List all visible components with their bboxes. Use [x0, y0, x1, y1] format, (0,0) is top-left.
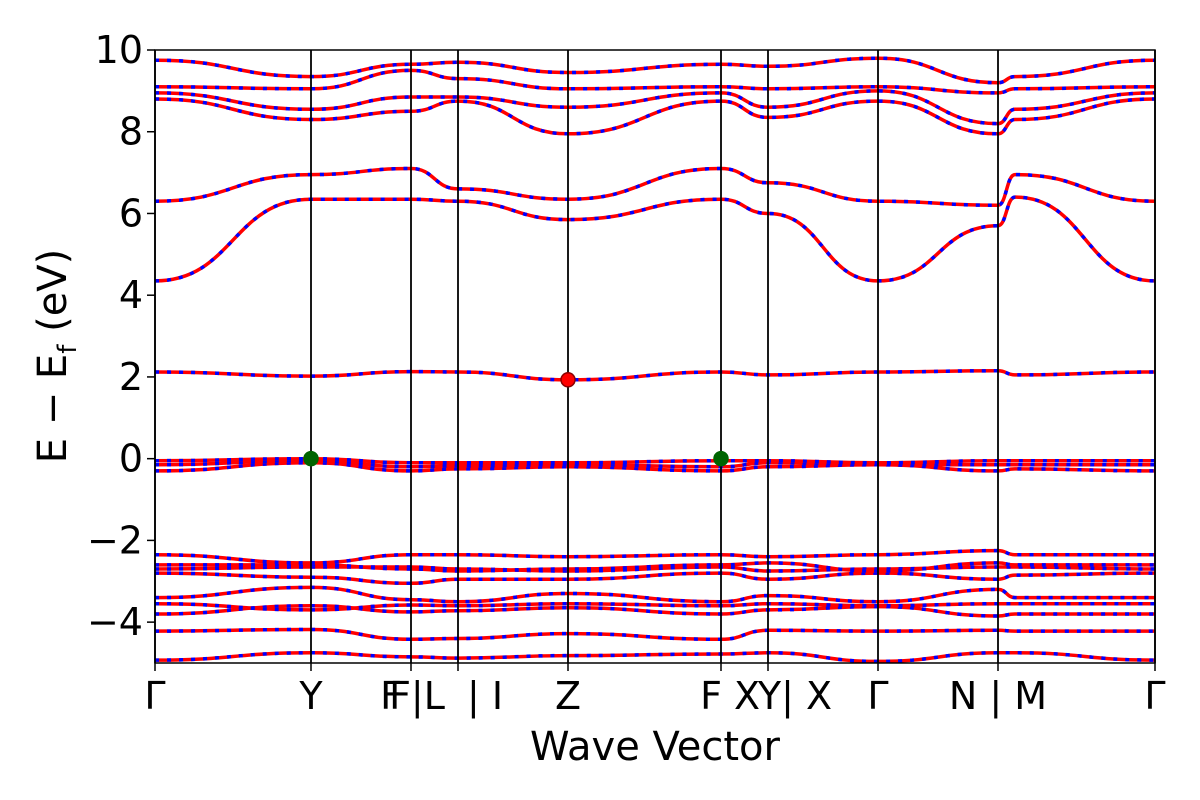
y-axis-label-unit: (eV)	[30, 249, 76, 345]
band-line-spin-down	[155, 585, 1155, 604]
band-line-spin-up	[155, 89, 1155, 126]
x-tick-label: Γ	[1144, 674, 1165, 718]
x-tick-label: Y| X	[757, 674, 832, 719]
y-tick-label: 0	[119, 437, 143, 481]
y-tick-label: −2	[87, 518, 143, 562]
y-axis-label-sub: f	[53, 344, 83, 354]
band-line-spin-down	[155, 68, 1155, 95]
x-tick-label: Z	[555, 674, 581, 718]
x-tick-label: Y	[298, 674, 323, 718]
extrema-markers	[303, 372, 729, 467]
x-tick-label: F|L	[389, 674, 445, 719]
x-tick-label: | I	[467, 674, 503, 719]
band-line-spin-down	[155, 456, 1155, 465]
band-line-spin-up	[155, 548, 1155, 565]
y-axis-ticks: −4 −2 0 2 4 6 8 10	[87, 28, 155, 644]
x-tick-label: Γ	[867, 674, 888, 718]
band-line-spin-up	[155, 585, 1155, 604]
band-line-spin-down	[155, 195, 1155, 283]
band-line-spin-down	[155, 97, 1155, 136]
band-line-spin-down	[155, 601, 1155, 612]
y-axis-label: E − Ef (eV)	[30, 249, 83, 464]
band-line-spin-up	[155, 627, 1155, 642]
y-tick-label: 10	[95, 28, 143, 72]
vbm-marker	[713, 450, 729, 467]
x-axis-label: Wave Vector	[530, 724, 781, 770]
x-tick-label: X	[734, 674, 760, 718]
band-line-spin-up	[155, 369, 1155, 382]
band-line-spin-down	[155, 571, 1155, 586]
y-tick-label: 8	[119, 110, 143, 154]
x-tick-label: Γ	[144, 674, 165, 718]
band-line-spin-down	[155, 651, 1155, 663]
band-line-spin-down	[155, 369, 1155, 382]
x-tick-label: N | M	[949, 674, 1047, 719]
x-tick-label: F	[380, 674, 402, 718]
vbm-marker	[303, 450, 319, 467]
plot-frame	[154, 49, 1156, 664]
y-tick-label: 6	[119, 191, 143, 235]
y-tick-label: 2	[119, 355, 143, 399]
y-tick-label: 4	[119, 273, 143, 317]
band-lines	[155, 56, 1155, 663]
band-line-spin-up	[155, 56, 1155, 85]
band-line-spin-up	[155, 651, 1155, 663]
y-tick-label: −4	[87, 600, 143, 644]
band-line-spin-up	[155, 458, 1155, 469]
band-line-spin-down	[155, 56, 1155, 85]
band-line-spin-up	[155, 195, 1155, 283]
band-line-spin-down	[155, 548, 1155, 565]
kpoint-lines	[154, 50, 1156, 663]
y-axis-label-main: E − E	[30, 354, 76, 464]
band-line-spin-down	[155, 561, 1155, 573]
band-line-spin-down	[155, 461, 1155, 473]
band-line-spin-down	[155, 166, 1155, 208]
cbm-marker	[560, 372, 576, 388]
x-tick-label: F	[700, 674, 722, 718]
band-line-spin-up	[155, 571, 1155, 586]
